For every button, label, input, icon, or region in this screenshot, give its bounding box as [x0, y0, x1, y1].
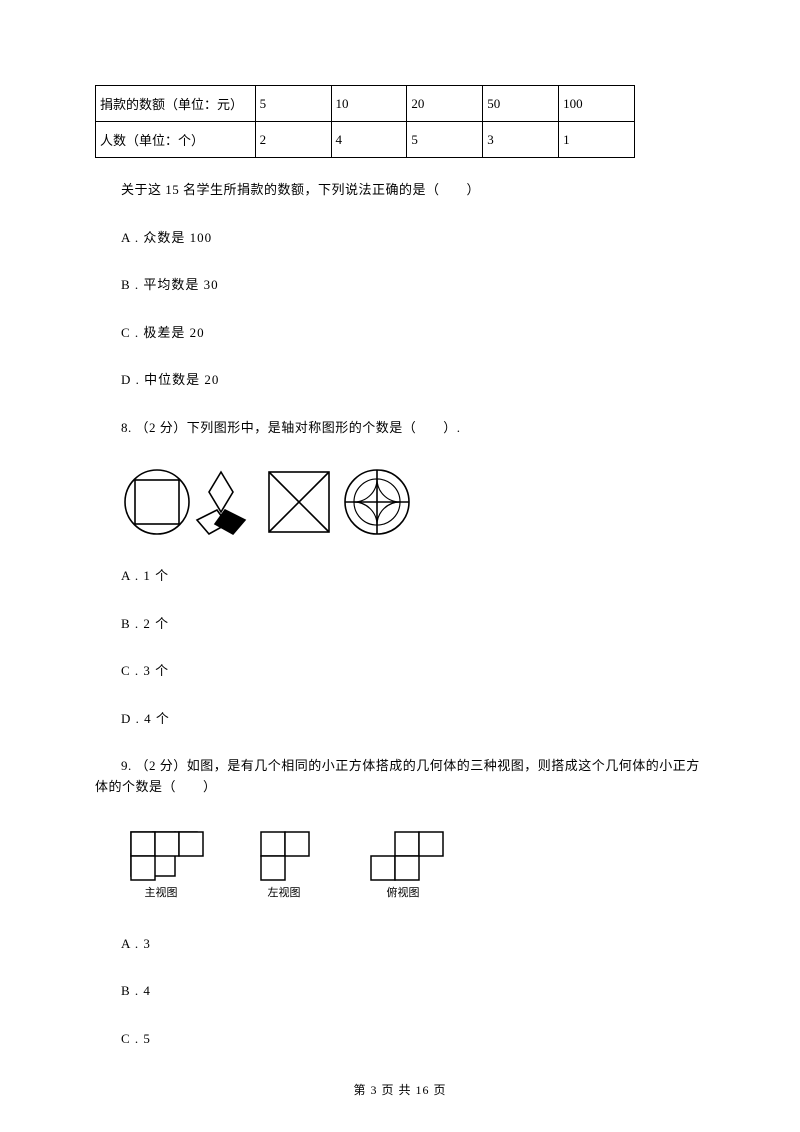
table-cell: 4 [331, 122, 407, 158]
top-view-label: 俯视图 [387, 885, 420, 899]
row-label: 捐款的数额（单位：元） [96, 86, 256, 122]
q7-stem: 关于这 15 名学生所捐款的数额，下列说法正确的是（ ） [95, 180, 705, 200]
table-cell: 5 [255, 86, 331, 122]
page: 捐款的数额（单位：元） 5 10 20 50 100 人数（单位：个） 2 4 … [0, 0, 800, 1132]
table-cell: 5 [407, 122, 483, 158]
table-cell: 20 [407, 86, 483, 122]
q8-option-c: C . 3 个 [95, 661, 705, 681]
table-cell: 3 [483, 122, 559, 158]
table-cell: 1 [559, 122, 635, 158]
q9-figure: 主视图 左视图 俯视图 [121, 826, 705, 906]
q7-option-a: A . 众数是 100 [95, 228, 705, 248]
page-footer: 第 3 页 共 16 页 [0, 1081, 800, 1098]
q9-stem: 9. （2 分）如图，是有几个相同的小正方体搭成的几何体的三种视图，则搭成这个几… [95, 756, 705, 798]
front-view-label: 主视图 [145, 885, 178, 899]
donation-table: 捐款的数额（单位：元） 5 10 20 50 100 人数（单位：个） 2 4 … [95, 85, 635, 158]
left-view-label: 左视图 [268, 885, 301, 899]
q7-option-b: B . 平均数是 30 [95, 275, 705, 295]
q8-figure [121, 466, 705, 538]
q9-option-b: B . 4 [95, 981, 705, 1001]
shapes-svg [121, 466, 421, 538]
table-cell: 2 [255, 122, 331, 158]
row-label: 人数（单位：个） [96, 122, 256, 158]
table-row: 人数（单位：个） 2 4 5 3 1 [96, 122, 635, 158]
table-row: 捐款的数额（单位：元） 5 10 20 50 100 [96, 86, 635, 122]
table-cell: 100 [559, 86, 635, 122]
views-svg: 主视图 左视图 俯视图 [121, 826, 461, 906]
q8-option-d: D . 4 个 [95, 709, 705, 729]
q7-option-c: C . 极差是 20 [95, 323, 705, 343]
q7-option-d: D . 中位数是 20 [95, 370, 705, 390]
q9-option-c: C . 5 [95, 1029, 705, 1049]
table-cell: 10 [331, 86, 407, 122]
q9-option-a: A . 3 [95, 934, 705, 954]
q8-option-a: A . 1 个 [95, 566, 705, 586]
q8-option-b: B . 2 个 [95, 614, 705, 634]
table-cell: 50 [483, 86, 559, 122]
q8-stem: 8. （2 分）下列图形中，是轴对称图形的个数是（ ）. [95, 418, 705, 439]
